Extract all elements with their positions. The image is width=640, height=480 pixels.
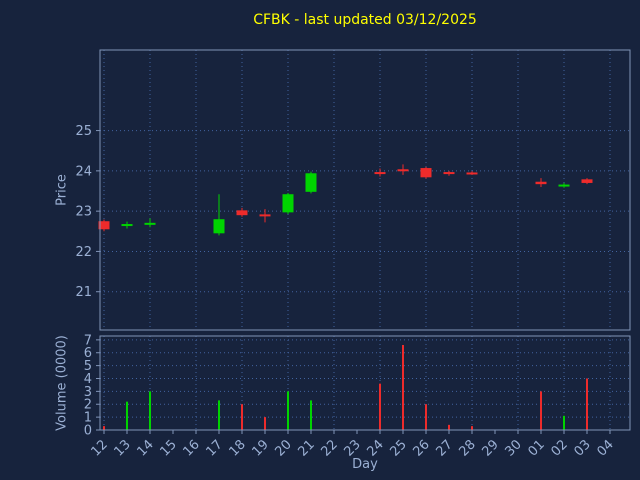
day-tick-label: 02 — [549, 437, 571, 459]
candle-body-day-20 — [282, 194, 294, 213]
candle-body-day-24 — [374, 172, 386, 175]
x-axis-label: Day — [352, 457, 378, 472]
day-tick-label: 04 — [595, 437, 617, 459]
day-tick-label: 25 — [388, 437, 410, 459]
day-tick-label: 15 — [158, 437, 180, 459]
volume-tick-label: 0 — [84, 424, 92, 439]
candle-body-day-19 — [259, 214, 271, 217]
day-tick-label: 20 — [273, 437, 295, 459]
volume-tick-label: 3 — [84, 385, 92, 400]
candle-body-day-14 — [144, 222, 156, 225]
day-tick-label: 03 — [572, 437, 594, 459]
day-tick-label: 28 — [457, 437, 479, 459]
day-tick-label: 16 — [181, 437, 203, 459]
candle-body-day-13 — [121, 224, 133, 227]
candle-body-day-21 — [305, 173, 317, 192]
volume-tick-label: 6 — [84, 346, 92, 361]
day-tick-label: 21 — [296, 437, 318, 459]
candle-body-day-01 — [535, 181, 547, 185]
volume-tick-label: 1 — [84, 411, 92, 426]
price-tick-label: 25 — [75, 124, 92, 139]
price-tick-label: 23 — [75, 205, 92, 220]
day-tick-label: 19 — [250, 437, 272, 459]
day-tick-label: 18 — [227, 437, 249, 459]
volume-plot-frame — [99, 335, 631, 431]
price-plot-frame — [99, 49, 631, 331]
volume-tick-label: 4 — [84, 372, 92, 387]
volume-tick-label: 7 — [84, 333, 92, 348]
candle-body-day-26 — [420, 168, 432, 178]
day-tick-label: 30 — [503, 437, 525, 459]
day-tick-label: 17 — [204, 437, 226, 459]
volume-tick-label: 2 — [84, 398, 92, 413]
candle-body-day-02 — [558, 184, 570, 187]
price-tick-label: 24 — [75, 164, 92, 179]
candle-body-day-03 — [581, 179, 593, 183]
day-tick-label: 23 — [342, 437, 364, 459]
day-tick-label: 29 — [480, 437, 502, 459]
candle-body-day-28 — [466, 172, 478, 175]
day-tick-label: 01 — [526, 437, 548, 459]
day-tick-label: 13 — [112, 437, 134, 459]
day-tick-label: 24 — [365, 437, 387, 459]
day-tick-label: 12 — [89, 437, 111, 459]
day-tick-label: 27 — [434, 437, 456, 459]
candle-body-day-27 — [443, 172, 455, 175]
candle-body-day-17 — [213, 219, 225, 234]
day-tick-label: 22 — [319, 437, 341, 459]
candle-body-day-12 — [98, 221, 110, 230]
price-tick-label: 22 — [75, 245, 92, 260]
volume-tick-label: 5 — [84, 359, 92, 374]
day-tick-label: 26 — [411, 437, 433, 459]
price-tick-label: 21 — [75, 285, 92, 300]
day-tick-label: 14 — [135, 437, 157, 459]
candle-body-day-25 — [397, 169, 409, 172]
candle-body-day-18 — [236, 210, 248, 216]
chart-title: CFBK - last updated 03/12/2025 — [253, 12, 477, 28]
